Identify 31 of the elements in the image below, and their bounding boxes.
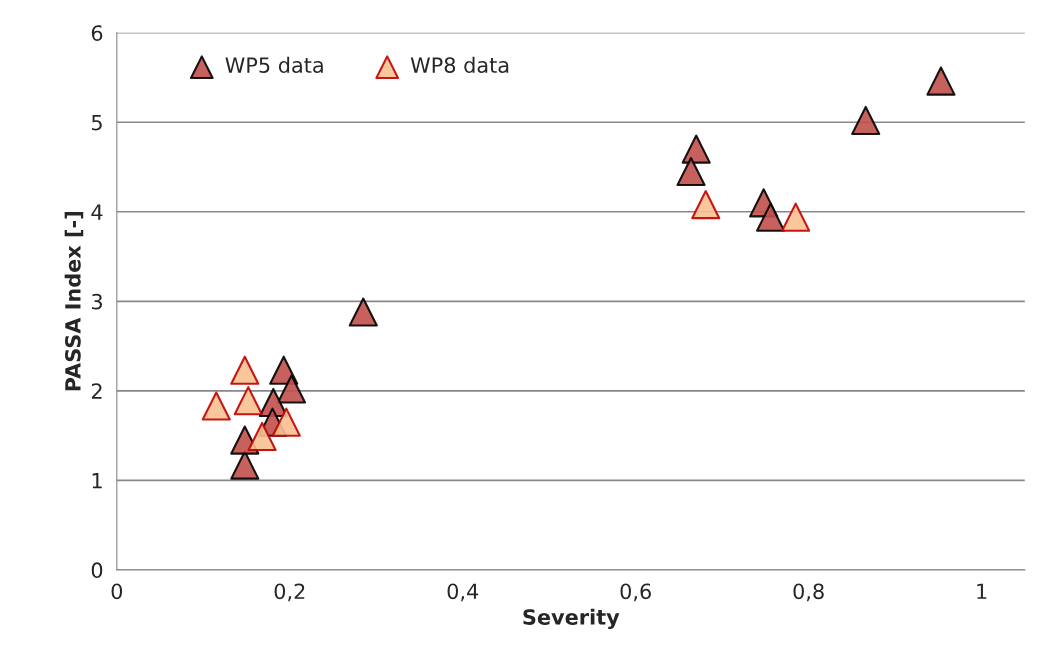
point [247, 421, 277, 452]
y-tick-label: 4 [91, 204, 103, 220]
point [276, 374, 307, 404]
y-tick-label: 0 [91, 562, 103, 579]
point [201, 391, 231, 421]
point [756, 202, 786, 232]
point [691, 190, 721, 220]
y-axis-title: PASSA Index [-] [64, 212, 84, 391]
point [926, 66, 956, 96]
x-axis-title: Severity [523, 608, 620, 630]
x-tick-label: 0,6 [620, 583, 651, 602]
point [271, 407, 301, 437]
x-tick-label: 0,8 [793, 583, 824, 602]
y-tick-label: 5 [91, 114, 102, 131]
legend-label: WP5 data [225, 56, 323, 73]
x-tick-label: 1 [977, 583, 987, 599]
point [851, 105, 881, 136]
point [233, 386, 263, 416]
point [230, 355, 260, 385]
y-tick-label: 6 [91, 25, 103, 41]
y-tick-label: 3 [91, 293, 102, 310]
legend-label: WP8 data [410, 56, 509, 73]
y-tick-label: 2 [91, 383, 102, 399]
x-tick-label: 0,4 [447, 583, 479, 602]
point [781, 202, 811, 232]
point [348, 297, 378, 327]
point [676, 156, 706, 187]
y-tick-label: 1 [92, 473, 102, 489]
x-tick-label: 0 [111, 583, 123, 600]
x-tick-label: 0,2 [274, 583, 305, 602]
point [681, 134, 711, 164]
